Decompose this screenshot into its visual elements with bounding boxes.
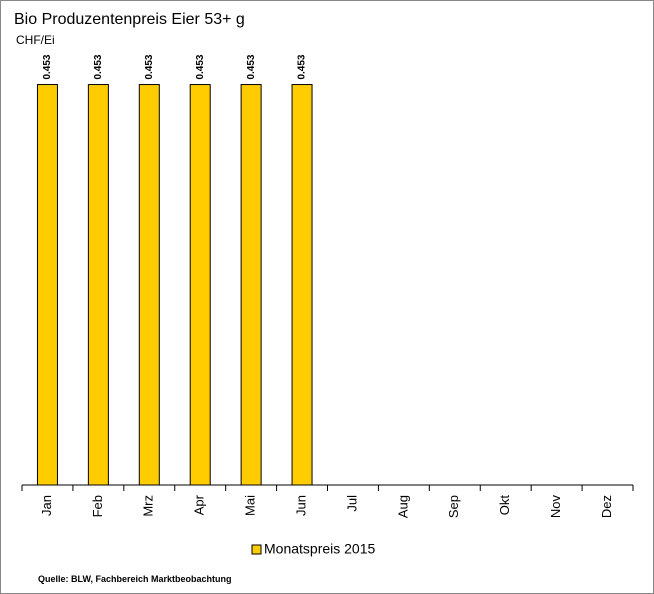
data-label: 0.453 bbox=[144, 54, 155, 79]
x-tick-label: Sep bbox=[446, 495, 461, 518]
data-label: 0.453 bbox=[246, 54, 257, 79]
bar bbox=[138, 84, 160, 486]
source-note: Quelle: BLW, Fachbereich Marktbeobachtun… bbox=[38, 574, 232, 584]
x-tick-label: Mai bbox=[243, 495, 258, 516]
x-tick-label: Aug bbox=[395, 495, 410, 518]
x-tick-label: Nov bbox=[548, 495, 563, 519]
bar bbox=[240, 84, 262, 486]
x-tick-label: Apr bbox=[192, 494, 207, 515]
x-tick-label: Dez bbox=[599, 495, 614, 518]
data-label: 0.453 bbox=[42, 54, 53, 79]
x-tick-label: Feb bbox=[90, 495, 105, 517]
x-tick-label: Okt bbox=[497, 495, 512, 516]
bar bbox=[291, 84, 313, 486]
data-label: 0.453 bbox=[195, 54, 206, 79]
legend-swatch bbox=[251, 544, 262, 555]
x-tick-label: Jan bbox=[39, 495, 54, 516]
data-label: 0.453 bbox=[297, 54, 308, 79]
data-label: 0.453 bbox=[93, 54, 104, 79]
bar bbox=[36, 84, 58, 486]
bar bbox=[189, 84, 211, 486]
y-axis-label: CHF/Ei bbox=[16, 33, 55, 47]
x-tick-label: Jun bbox=[293, 495, 308, 516]
chart-title: Bio Produzentenpreis Eier 53+ g bbox=[14, 11, 245, 28]
x-tick-label: Mrz bbox=[141, 495, 156, 517]
bar bbox=[87, 84, 109, 486]
x-tick-label: Jul bbox=[344, 495, 359, 512]
legend-label: Monatspreis 2015 bbox=[264, 541, 376, 557]
